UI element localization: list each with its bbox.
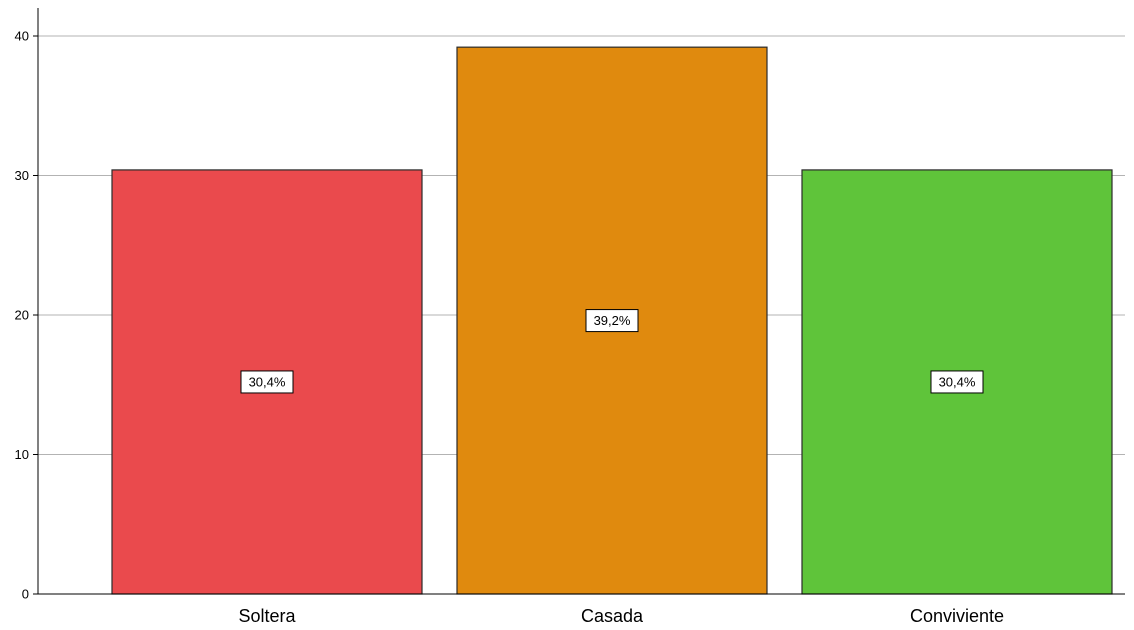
x-category-label: Soltera — [238, 606, 296, 626]
data-label-box — [240, 370, 294, 394]
data-label-box — [585, 309, 639, 333]
y-tick-label: 40 — [15, 29, 29, 44]
axes: 0 10 20 30 40 Soltera Casada Conviviente — [15, 8, 1125, 626]
y-tick-label: 0 — [22, 587, 29, 602]
data-label-box — [930, 370, 984, 394]
data-label: 30,4% — [240, 370, 294, 394]
data-label: 30,4% — [930, 370, 984, 394]
x-category-label: Casada — [581, 606, 644, 626]
y-tick-label: 10 — [15, 447, 29, 462]
x-category-label: Conviviente — [910, 606, 1004, 626]
y-tick-label: 20 — [15, 308, 29, 323]
data-label: 39,2% — [585, 309, 639, 333]
y-tick-label: 30 — [15, 168, 29, 183]
data-label-text: 30,4% — [939, 374, 976, 389]
data-labels: 30,4% 39,2% 30,4% — [240, 309, 984, 394]
data-label-text: 39,2% — [594, 313, 631, 328]
data-label-text: 30,4% — [249, 374, 286, 389]
